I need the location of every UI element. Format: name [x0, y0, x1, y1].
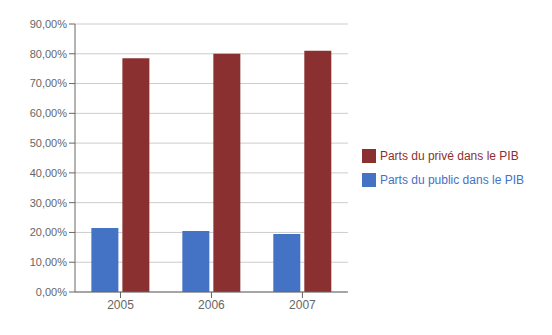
svg-text:2006: 2006	[198, 298, 225, 312]
html-text:Parts du public dans le PIB: Parts du public dans le PIB	[379, 172, 524, 187]
svg-text:60,00%: 60,00%	[30, 107, 68, 119]
svg-text:20,00%: 20,00%	[30, 226, 68, 238]
svg-text:50,00%: 50,00%	[30, 137, 68, 149]
svg-text:90,00%: 90,00%	[30, 18, 68, 30]
svg-text:40,00%: 40,00%	[30, 167, 68, 179]
svg-text:80,00%: 80,00%	[30, 48, 68, 60]
html-text:Parts du privé dans le PIB: Parts du privé dans le PIB	[379, 148, 519, 163]
svg-text:2005: 2005	[107, 298, 134, 312]
svg-text:70,00%: 70,00%	[30, 77, 68, 89]
svg-text:10,00%: 10,00%	[30, 256, 68, 268]
svg-text:2007: 2007	[289, 298, 316, 312]
svg-text:0,00%: 0,00%	[36, 286, 67, 298]
svg-text:30,00%: 30,00%	[30, 197, 68, 209]
